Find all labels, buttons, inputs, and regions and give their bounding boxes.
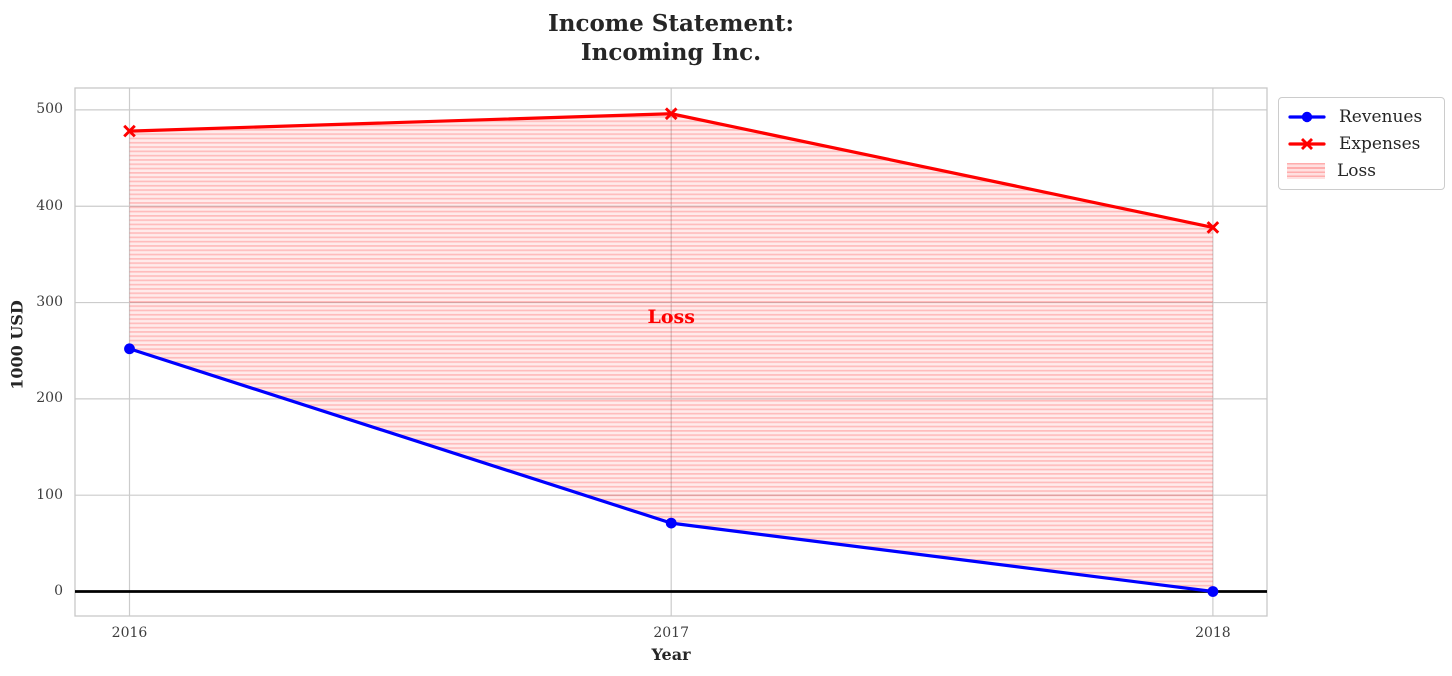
- legend-label-loss: Loss: [1337, 160, 1376, 181]
- y-tick-label: 500: [36, 101, 63, 118]
- x-tick-label: 2018: [1195, 625, 1231, 641]
- legend-label-expenses: Expenses: [1339, 133, 1421, 154]
- legend-item-expenses: Expenses: [1287, 130, 1436, 157]
- y-tick-label: 100: [36, 486, 63, 503]
- x-axis-label: Year: [651, 645, 691, 664]
- legend-item-revenues: Revenues: [1287, 103, 1436, 130]
- chart-title: Income Statement: Incoming Inc.: [0, 9, 1342, 67]
- y-tick-label: 200: [36, 390, 63, 407]
- legend-item-loss: Loss: [1287, 157, 1436, 184]
- y-tick-label: 400: [36, 197, 63, 214]
- chart-title-line2: Incoming Inc.: [580, 39, 762, 66]
- chart-title-line1: Income Statement:: [547, 10, 794, 37]
- loss-patch-icon: [1287, 162, 1325, 179]
- legend-label-revenues: Revenues: [1339, 106, 1423, 127]
- x-tick-label: 2017: [653, 625, 689, 641]
- x-tick-label: 2016: [111, 625, 148, 641]
- loss-annotation: Loss: [647, 305, 695, 328]
- y-tick-label: 300: [36, 294, 63, 311]
- legend: Revenues Expenses Loss: [1278, 97, 1445, 190]
- expenses-line-marker-icon: [1288, 137, 1326, 150]
- y-tick-label: 0: [54, 583, 63, 599]
- revenues-line-marker-icon: [1288, 111, 1326, 122]
